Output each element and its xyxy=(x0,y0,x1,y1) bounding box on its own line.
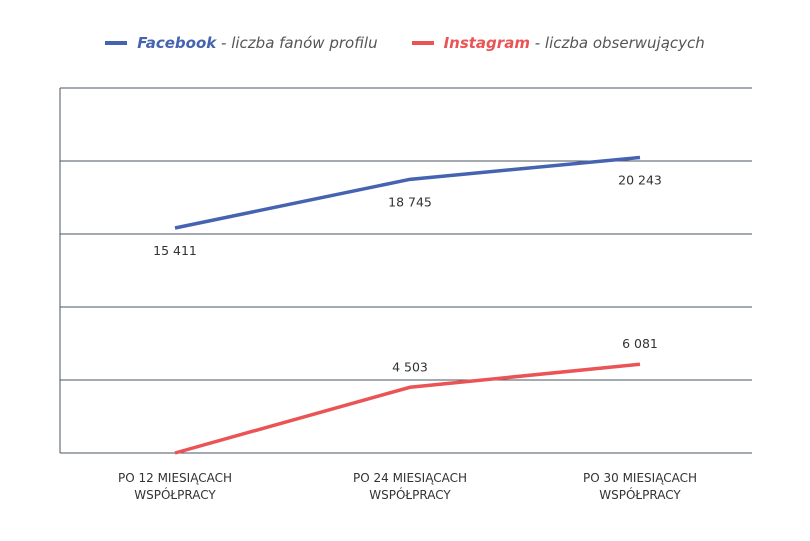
x-tick-label: PO 12 MIESIĄCACH xyxy=(118,471,232,485)
legend-desc-facebook: - liczba fanów profilu xyxy=(216,34,378,52)
x-tick-label: PO 30 MIESIĄCACH xyxy=(583,471,697,485)
legend-swatch-facebook xyxy=(105,41,128,45)
data-label: 4 503 xyxy=(392,359,428,374)
legend-item-facebook: Facebook - liczba fanów profilu xyxy=(105,34,378,52)
data-label: 6 081 xyxy=(622,336,658,351)
data-label: 18 745 xyxy=(388,194,432,209)
data-label: 15 411 xyxy=(153,243,197,258)
legend-label-instagram: Instagram xyxy=(443,34,530,52)
x-tick-label: WSPÓŁPRACY xyxy=(134,487,216,502)
legend-item-instagram: Instagram - liczba obserwujących xyxy=(411,34,705,52)
series-line-facebook xyxy=(174,155,641,230)
x-tick-label: WSPÓŁPRACY xyxy=(599,487,681,502)
series-line-instagram xyxy=(174,362,641,455)
data-label: 20 243 xyxy=(618,172,662,187)
legend-desc-instagram: - liczba obserwujących xyxy=(529,34,705,52)
x-tick-label: PO 24 MIESIĄCACH xyxy=(353,471,467,485)
legend-label-facebook: Facebook xyxy=(137,34,217,52)
x-tick-label: WSPÓŁPRACY xyxy=(369,487,451,502)
legend: Facebook - liczba fanów profilu Instagra… xyxy=(0,34,810,52)
legend-swatch-instagram xyxy=(411,41,434,45)
